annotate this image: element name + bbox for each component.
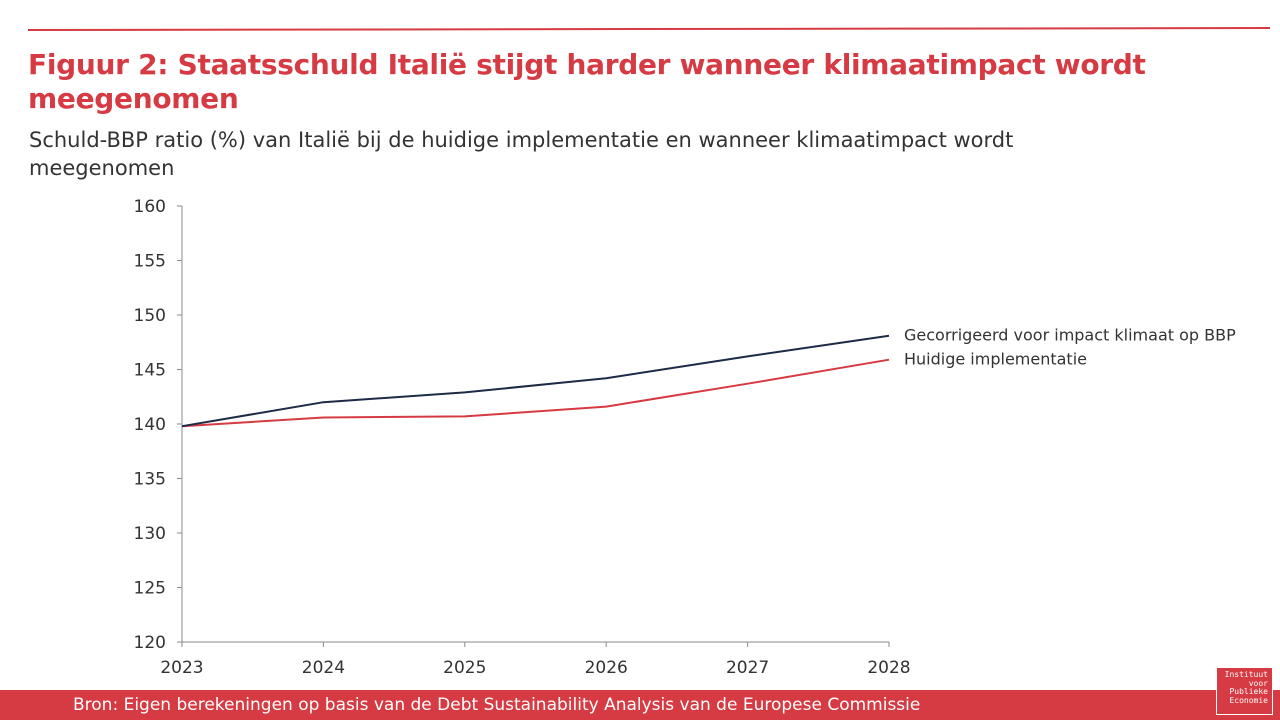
y-tick-label: 155	[134, 252, 166, 272]
institute-logo: Instituut voor Publieke Economie	[1216, 667, 1273, 715]
source-note: Bron: Eigen berekeningen op basis van de…	[73, 695, 921, 715]
series-label-1: Gecorrigeerd voor impact klimaat op BBP	[904, 326, 1236, 345]
logo-line: voor	[1248, 678, 1268, 688]
y-tick-label: 120	[134, 633, 166, 653]
logo-line: Economie	[1229, 695, 1268, 705]
y-tick-label: 125	[134, 579, 166, 599]
x-axis: 2023 2024 2025 2026 2027 2028	[160, 641, 911, 678]
x-tick-label: 2024	[302, 658, 345, 678]
line-chart: 120 125 130 135 140 145 150 155 160 2023 2024 2025…	[134, 197, 1237, 678]
y-axis: 120 125 130 135 140 145 150 155 160	[134, 197, 183, 653]
y-tick-label: 150	[134, 306, 166, 326]
footer-bar: Bron: Eigen berekeningen op basis van de…	[0, 690, 1280, 720]
y-tick-label: 160	[134, 197, 166, 217]
series-line-2	[181, 358, 890, 428]
y-tick-label: 130	[134, 524, 166, 544]
y-tick-label: 140	[134, 415, 166, 435]
x-tick-label: 2027	[726, 658, 769, 678]
logo-line: Publieke	[1229, 687, 1268, 696]
chart-title: Figuur 2: Staatsschuld Italië stijgt har…	[28, 48, 1146, 115]
x-tick-label: 2023	[160, 658, 203, 678]
y-tick-label: 145	[134, 361, 166, 381]
series-lines	[181, 334, 890, 428]
y-tick-label: 135	[134, 470, 166, 490]
x-tick-label: 2025	[443, 658, 486, 678]
series-labels: Gecorrigeerd voor impact klimaat op BBP H…	[904, 326, 1236, 369]
logo-line: Instituut	[1224, 670, 1268, 679]
chart-subtitle: Schuld-BBP ratio (%) van Italië bij de h…	[29, 128, 1014, 180]
series-label-2: Huidige implementatie	[904, 350, 1087, 369]
series-line-1	[181, 334, 890, 428]
x-tick-label: 2026	[585, 658, 628, 678]
x-tick-label: 2028	[867, 658, 910, 678]
